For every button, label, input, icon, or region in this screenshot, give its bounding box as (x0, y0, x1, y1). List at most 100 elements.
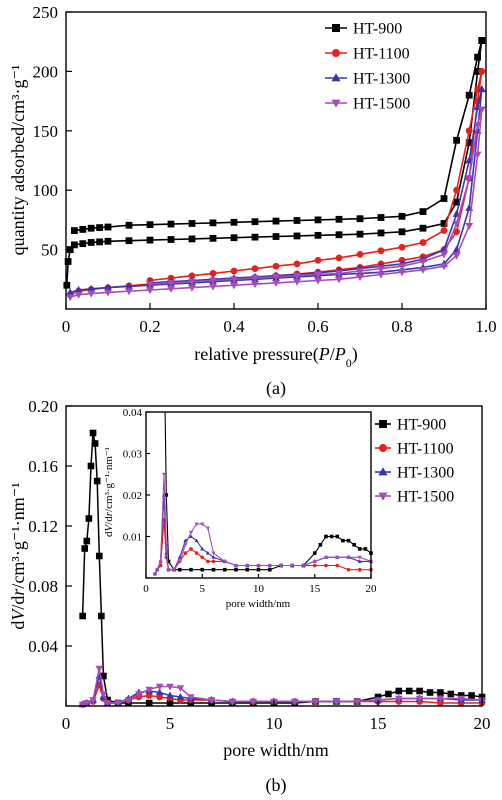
psd-ht-900-point (468, 692, 475, 699)
panel-a-ticks: 0 0.2 0.4 0.6 0.8 1.0 50 100 150 200 250 (33, 3, 497, 336)
psd-ht-1300-point (176, 693, 185, 700)
isotherm-ht-1100-desorption-point (419, 239, 427, 246)
psd-ht-900-point (85, 515, 93, 522)
inset-ht-1500-point (312, 559, 317, 564)
psd-ht-900-point (457, 692, 465, 699)
psd-ht-1500-point (155, 683, 164, 691)
isotherm-ht-900-desorption-point (209, 219, 217, 227)
inset-ht-900-point (329, 534, 334, 539)
panel-a-x-tick-label: 1.0 (475, 317, 496, 336)
isotherm-ht-900-desorption-point (453, 136, 460, 144)
psd-ht-1500-point (395, 695, 403, 703)
isotherm-ht-1100-desorption-point (251, 265, 259, 273)
inset-ht-1500-point (301, 564, 306, 568)
isotherm-ht-1500-desorption-point (440, 251, 448, 259)
isotherm-ht-1500-adsorption-point (440, 263, 448, 271)
panel-b-x-axis-label: pore width/nm (223, 740, 329, 760)
isotherm-ht-1500-desorption-point (314, 271, 322, 279)
inset-ht-1100-point (200, 555, 205, 560)
panel-a-y-axis-label: quantity adsorbed/cm³·g⁻¹ (8, 65, 28, 256)
inset-ht-900-point (245, 567, 250, 572)
panel-b-legend-marker (378, 492, 388, 501)
inset-ht-900-point (211, 567, 216, 572)
isotherm-ht-900-desorption-point (71, 227, 78, 234)
isotherm-ht-900-desorption-point (398, 212, 406, 220)
isotherm-ht-1500-desorption-point (465, 175, 474, 183)
inset-ht-1500-line (154, 474, 372, 575)
psd-ht-1100-point (145, 692, 153, 699)
isotherm-ht-900-desorption-point (377, 214, 385, 221)
inset-ht-1100-point (211, 559, 216, 564)
isotherm-ht-900-desorption-point (474, 53, 481, 61)
inset-ht-1500-point (222, 559, 227, 564)
psd-ht-1500-point (114, 700, 122, 707)
panel-a-legend-label: HT-1500 (353, 96, 410, 113)
panel-a-caption: (a) (266, 378, 286, 399)
inset-ht-900-point (352, 543, 356, 547)
isotherm-ht-1100-desorption-point (478, 68, 486, 75)
isotherm-ht-1100-desorption-point (230, 267, 238, 275)
isotherm-ht-1500-adsorption-point (272, 279, 280, 287)
inset-ht-1100-point (324, 563, 328, 568)
inset-ht-1500-point (177, 559, 182, 564)
inset-x-tick-label: 10 (253, 583, 265, 595)
isotherm-ht-900-adsorption-point (314, 231, 322, 239)
panel-b-x-tick-label: 15 (370, 714, 387, 733)
psd-ht-1500-point (353, 698, 361, 706)
psd-ht-1500-point (135, 691, 143, 698)
panel-a-x-axis-label: relative pressure(P/P0) (194, 344, 357, 370)
inset-ht-900-point (164, 493, 169, 497)
panel-b-caption: (b) (266, 775, 287, 796)
isotherm-ht-1500-adsorption-point (465, 222, 474, 230)
isotherm-ht-900-adsorption-point (356, 230, 364, 238)
isotherm-ht-1100-desorption-point (398, 243, 406, 251)
isotherm-ht-900-desorption-point (146, 221, 154, 229)
psd-ht-900-point (100, 672, 107, 680)
inset-ht-1500-point (245, 564, 250, 568)
inset-ht-1300-point (211, 555, 216, 559)
inset-background (146, 412, 371, 578)
inset-ht-1500-point (278, 564, 284, 568)
psd-ht-900-point (385, 690, 392, 698)
inset-ht-1500-point (357, 555, 362, 560)
inset-ht-1500-point (200, 522, 205, 527)
isotherm-ht-1500-adsorption-point (146, 287, 154, 295)
psd-ht-1500-point (207, 697, 216, 704)
inset-ht-1100-point (206, 559, 210, 564)
panel-b-legend-marker (378, 467, 388, 476)
panel-a-y-tick-label: 50 (41, 241, 58, 260)
isotherm-ht-1100-desorption-point (209, 269, 217, 277)
isotherm-ht-900-desorption-point (293, 217, 301, 224)
isotherm-ht-1500-adsorption-point (452, 252, 461, 260)
isotherm-ht-900-adsorption-line (66, 40, 483, 286)
isotherm-ht-900-adsorption-point (71, 241, 78, 249)
psd-ht-1500-point (436, 695, 445, 703)
psd-ht-1500-point (187, 694, 195, 701)
isotherm-ht-1500-adsorption-point (356, 274, 364, 282)
panel-a-y-tick-label: 200 (33, 62, 59, 81)
isotherm-ht-1500-adsorption-point (335, 276, 343, 284)
isotherm-ht-900-adsorption-point (104, 237, 112, 245)
isotherm-ht-1100-desorption-point (453, 186, 460, 194)
isotherm-ht-1500-adsorption-point (314, 277, 322, 285)
panel-a-x-tick-label: 0.6 (307, 317, 328, 336)
isotherm-ht-1500-desorption-point (293, 272, 301, 280)
psd-ht-1500-point (166, 683, 174, 691)
panel-b-legend-label: HT-1500 (397, 489, 454, 506)
psd-ht-1500-point (78, 701, 87, 709)
panel-b-y-tick-label: 0.04 (28, 637, 58, 656)
isotherm-ht-900-desorption-point (104, 223, 112, 231)
isotherm-ht-900-adsorption-point (474, 68, 481, 75)
psd-ht-1500-point (415, 695, 424, 703)
inset-ht-900-point (177, 567, 182, 572)
isotherm-ht-1500-desorption-point (167, 279, 175, 287)
psd-ht-900-point (405, 687, 413, 695)
inset-x-axis-label: pore width/nm (226, 598, 291, 610)
isotherm-ht-1500-adsorption-point (188, 284, 196, 292)
psd-ht-1500-point (89, 697, 97, 704)
panel-a-series (63, 37, 486, 302)
isotherm-ht-1300-adsorption-point (87, 284, 96, 292)
psd-ht-1500-point (103, 700, 112, 707)
isotherm-ht-900-adsorption-point (167, 236, 175, 243)
inset-y-tick-label: 0.02 (123, 490, 142, 502)
